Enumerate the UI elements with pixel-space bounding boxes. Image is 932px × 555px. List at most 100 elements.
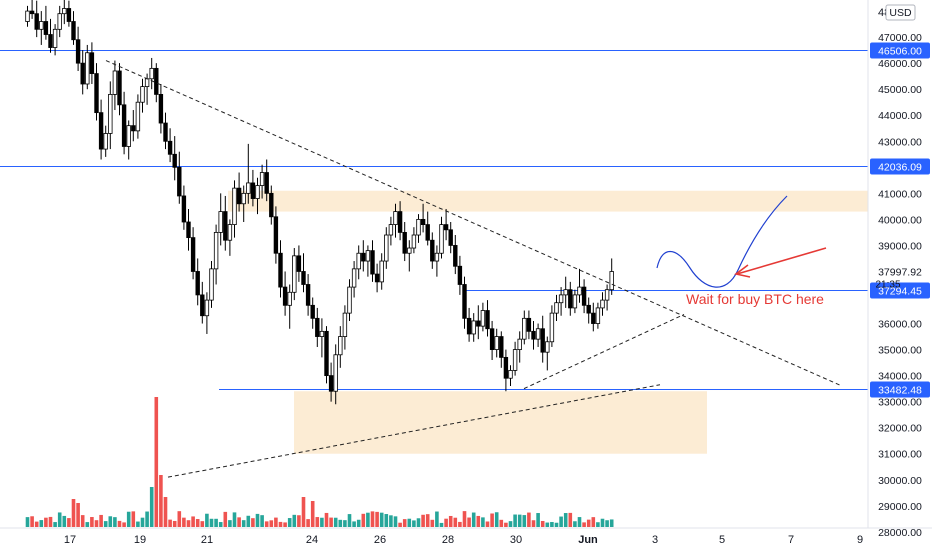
- candle-body: [108, 94, 113, 134]
- volume-bar: [149, 487, 154, 527]
- candle-body: [351, 268, 357, 288]
- last-price-countdown: 21:35: [875, 280, 900, 291]
- x-tick-label: 26: [374, 534, 386, 546]
- candle-body: [167, 140, 173, 155]
- volume-bar: [361, 513, 366, 527]
- candle-body: [471, 320, 476, 335]
- candle-body: [227, 224, 233, 241]
- candle-body: [425, 224, 430, 241]
- candle-body: [172, 153, 177, 168]
- x-tick-label: 30: [510, 534, 522, 546]
- volume-bar: [30, 516, 34, 527]
- price-axis-area[interactable]: [869, 0, 932, 528]
- volume-bar: [214, 518, 218, 527]
- volume-bar: [430, 519, 435, 527]
- candle-body: [218, 211, 223, 233]
- volume-bar: [315, 517, 320, 527]
- volume-bar: [200, 521, 205, 527]
- candle-body: [499, 336, 504, 358]
- volume-bar: [490, 513, 494, 527]
- candle-body: [577, 286, 582, 296]
- volume-bar: [517, 514, 522, 527]
- volume-bar: [76, 503, 80, 527]
- volume-bars: [25, 397, 614, 527]
- candle-body: [535, 328, 541, 340]
- x-tick-label: 17: [64, 534, 76, 546]
- candle-body: [48, 34, 53, 48]
- volume-bar: [398, 522, 402, 527]
- volume-bar: [577, 517, 582, 527]
- volume-bar: [228, 520, 232, 527]
- candle-body: [144, 78, 150, 87]
- candle-body: [154, 67, 159, 95]
- volume-bar: [136, 521, 140, 527]
- candle-body: [177, 166, 182, 197]
- trendline-0[interactable]: [105, 60, 843, 387]
- supply-demand-zones: [228, 190, 868, 454]
- x-tick-label: 24: [306, 534, 318, 546]
- last-price-label: 37997.92: [878, 267, 922, 279]
- candle-body: [315, 317, 320, 337]
- projection-drawing[interactable]: [656, 195, 827, 288]
- candle-body: [75, 39, 81, 64]
- candle-body: [310, 304, 315, 319]
- candle-body: [508, 370, 513, 379]
- volume-bar: [550, 522, 554, 527]
- trendlines[interactable]: [105, 60, 843, 478]
- volume-bar: [177, 511, 182, 527]
- candle-body: [333, 354, 338, 392]
- volume-bar: [471, 512, 476, 527]
- volume-bar: [297, 515, 301, 527]
- candle-body: [563, 289, 568, 296]
- volume-bar: [462, 511, 467, 527]
- volume-bar: [600, 518, 605, 527]
- candle-body: [411, 234, 417, 249]
- candle-body: [531, 330, 536, 340]
- volume-bar: [324, 512, 329, 527]
- volume-bar: [195, 519, 200, 527]
- candle-body: [250, 182, 256, 199]
- annotation-text[interactable]: Wait for buy BTC here: [686, 291, 824, 307]
- candle-body: [29, 10, 35, 15]
- candle-body: [89, 52, 95, 74]
- candle-body: [361, 252, 366, 262]
- volume-bar: [412, 520, 416, 527]
- candle-body: [604, 289, 610, 301]
- volume-bar: [232, 512, 237, 527]
- candle-body: [434, 252, 440, 262]
- candle-body: [586, 304, 591, 314]
- volume-bar: [504, 522, 508, 527]
- volume-bar: [531, 520, 536, 527]
- candle-body: [439, 224, 444, 254]
- volume-bar: [370, 511, 375, 527]
- volume-bar: [573, 521, 577, 527]
- candle-body: [135, 101, 141, 132]
- trendline-2[interactable]: [523, 313, 685, 390]
- volume-bar: [159, 475, 163, 527]
- volume-bar: [113, 517, 117, 527]
- volume-bar: [605, 520, 609, 527]
- candle-body: [407, 247, 412, 254]
- x-tick-label: 7: [788, 534, 794, 546]
- level-label-text-2: 37294.45: [878, 286, 922, 298]
- candle-body: [319, 330, 325, 337]
- annotation-arrow-head[interactable]: [734, 264, 751, 278]
- candle-body: [545, 341, 550, 353]
- annotation-arrow-shaft[interactable]: [736, 247, 827, 275]
- candle-body: [80, 62, 85, 85]
- volume-bar: [131, 511, 136, 527]
- volume-bar: [494, 512, 499, 527]
- x-tick-label: 9: [857, 534, 863, 546]
- candle-body: [278, 252, 283, 288]
- y-tick-label: 31000.00: [878, 449, 922, 461]
- volume-bar: [287, 518, 292, 527]
- horizontal-levels[interactable]: [0, 50, 868, 390]
- projection-curve[interactable]: [656, 195, 788, 288]
- currency-badge[interactable]: [885, 4, 916, 21]
- volume-bar: [278, 521, 283, 527]
- volume-bar: [591, 517, 596, 527]
- candle-body: [259, 172, 265, 186]
- volume-bar: [310, 501, 315, 527]
